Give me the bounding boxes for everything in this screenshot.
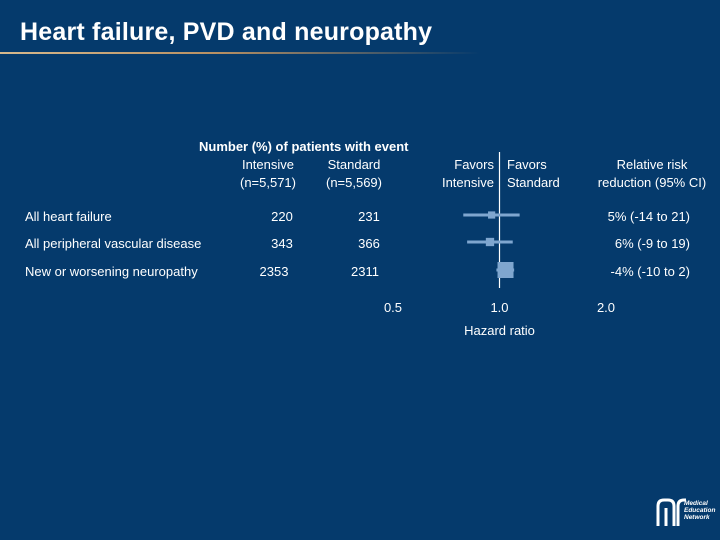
favors-standard-label-2: Standard: [507, 175, 560, 190]
row-label-neuropathy: New or worsening neuropathy: [25, 264, 198, 279]
intensive-header: Intensive: [241, 157, 295, 172]
row-standard-pvd: 366: [358, 236, 380, 251]
row-rrr-pvd: 6% (-9 to 19): [614, 236, 690, 251]
row-rrr-neuropathy: -4% (-10 to 2): [610, 264, 690, 279]
group-header: Number (%) of patients with event: [199, 139, 409, 154]
title-underline: [0, 52, 480, 54]
slide-title: Heart failure, PVD and neuropathy: [20, 18, 433, 46]
favors-intensive-label-2: Intensive: [441, 175, 494, 190]
hr-marker: [497, 262, 514, 278]
x-tick-label: 1.0: [490, 300, 508, 315]
row-standard-neuropathy: 2311: [351, 264, 379, 279]
row-standard-heart-failure: 231: [358, 209, 380, 224]
hr-marker: [485, 237, 495, 247]
rr-header-2: reduction (95% CI): [597, 175, 707, 190]
row-intensive-neuropathy: 2353: [259, 264, 289, 279]
x-tick-label: 2.0: [597, 300, 615, 315]
standard-header: Standard: [327, 157, 381, 172]
logo-text: Medical Education Network: [684, 500, 716, 521]
medical-education-network-logo: [656, 498, 686, 526]
x-tick-label: 0.5: [384, 300, 402, 315]
rr-header-1: Relative risk: [616, 157, 688, 172]
hr-marker: [488, 211, 496, 219]
row-intensive-heart-failure: 220: [271, 209, 293, 224]
favors-intensive-label-1: Favors: [454, 157, 494, 172]
row-label-pvd: All peripheral vascular disease: [25, 236, 202, 251]
favors-standard-label-1: Favors: [507, 157, 547, 172]
row-intensive-pvd: 343: [271, 236, 293, 251]
intensive-n-header: (n=5,571): [239, 175, 296, 190]
standard-n-header: (n=5,569): [325, 175, 382, 190]
x-axis-label: Hazard ratio: [464, 323, 535, 338]
row-label-heart-failure: All heart failure: [25, 209, 112, 224]
row-rrr-heart-failure: 5% (-14 to 21): [607, 209, 690, 224]
